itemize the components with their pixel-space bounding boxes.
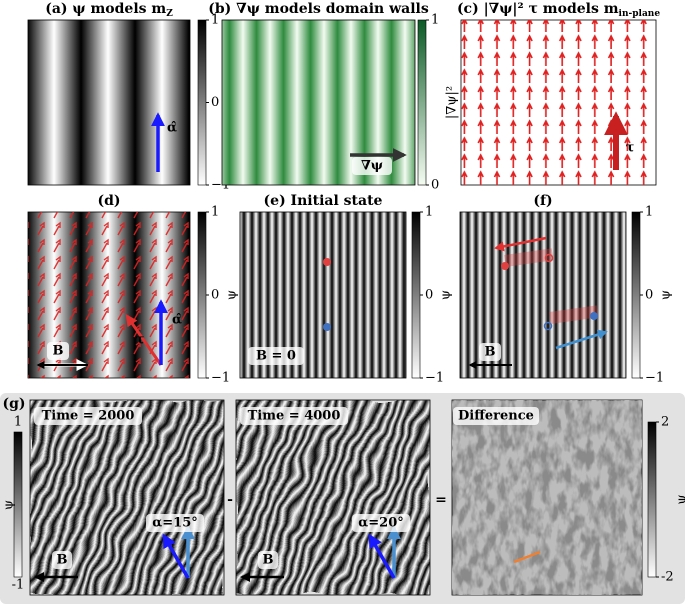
title-text: (d): [97, 193, 120, 209]
annotation: B = 0: [256, 349, 296, 364]
title-text: (f): [533, 193, 552, 209]
annotation: α̂: [167, 121, 177, 136]
colorbar-label: ψ: [675, 494, 685, 504]
panel-title: (b) ∇ψ models domain walls: [208, 1, 429, 17]
label-box: [240, 407, 348, 425]
label-box: [479, 343, 501, 361]
colorbar-tick-label: -1: [12, 578, 25, 593]
panel-title: (e) Initial state: [264, 193, 383, 209]
colorbar: [197, 19, 207, 186]
annotation: B: [57, 553, 68, 568]
arrow: [125, 314, 163, 366]
frame: [29, 399, 225, 596]
colorbar-tick-label: 1: [645, 205, 653, 220]
defect-trail: [504, 248, 554, 267]
label-box: [146, 514, 204, 532]
title-text: (b) ∇ψ models domain walls: [208, 1, 429, 17]
label-box: [47, 342, 69, 360]
colorbar-tick-label: 0: [431, 178, 439, 193]
colorbar-label: ψ: [659, 290, 674, 300]
annotation: α̂: [172, 313, 182, 328]
colorbar: [411, 211, 421, 379]
title-text: (c) |∇ψ|² τ models m: [457, 1, 619, 17]
title-text: (e) Initial state: [264, 193, 383, 209]
arrow: [162, 533, 190, 579]
colorbar: [13, 431, 23, 578]
colorbar-tick-label: 1: [425, 205, 433, 220]
panel-image: [27, 19, 191, 186]
colorbar-tick-label: −1: [645, 371, 664, 386]
label-box: [352, 157, 392, 175]
arrow: [494, 236, 547, 252]
colorbar-tick-label: 0: [211, 288, 219, 303]
annotation: τ: [626, 141, 635, 156]
colorbar-tick-label: 1: [211, 205, 219, 220]
defect: [543, 321, 553, 331]
defect-trail: [549, 305, 599, 324]
annotation: B: [53, 344, 64, 359]
frame: [235, 399, 431, 596]
panel-title: (d): [97, 193, 120, 209]
panel-label: (g): [2, 396, 25, 412]
colorbar-label: ψ: [2, 500, 17, 510]
colorbar-tick-label: 2: [661, 415, 669, 430]
marker-line: [513, 550, 541, 564]
colorbar: [631, 211, 641, 379]
panel-title: (a) ψ models mZ: [45, 1, 173, 19]
defect: [323, 258, 331, 266]
label-box: [258, 551, 278, 569]
noise: [452, 400, 642, 595]
colorbar-tick-label: 0: [211, 95, 219, 110]
annotation: τ: [136, 333, 145, 348]
label-box: [453, 407, 539, 425]
colorbar-label: ψ: [439, 290, 454, 300]
annotation: Time = 2000: [42, 409, 135, 424]
defect: [590, 312, 598, 320]
label-box: [352, 514, 410, 532]
label-box: [52, 551, 72, 569]
label-box: [248, 347, 304, 365]
colorbar: [647, 421, 657, 578]
colorbar-tick-label: −1: [211, 371, 230, 386]
title-subscript: Z: [166, 9, 173, 19]
colorbar: [417, 19, 427, 186]
defect: [544, 253, 554, 263]
annotation: α=20°: [358, 516, 404, 531]
annotation: ∇ψ: [361, 159, 383, 174]
panel-title: (f): [533, 193, 552, 209]
annotation: α=15°: [152, 516, 198, 531]
arrow: [555, 329, 608, 350]
arrow-field: [461, 20, 656, 185]
colorbar-label: |∇ψ|²: [445, 86, 460, 119]
title-subscript: in-plane: [619, 9, 661, 19]
panel-title: (c) |∇ψ|² τ models min-plane: [457, 1, 660, 19]
title-text: (a) ψ models m: [45, 1, 166, 17]
colorbar-label: ψ: [225, 290, 240, 300]
annotation: B: [263, 553, 274, 568]
colorbar: [197, 211, 207, 379]
label-box: [34, 407, 142, 425]
arrow: [368, 533, 396, 579]
operator: -: [227, 492, 233, 508]
annotation: B: [485, 345, 496, 360]
colorbar-tick-label: 0: [645, 288, 653, 303]
annotation: Difference: [458, 409, 534, 424]
colorbar-tick-label: 0: [425, 288, 433, 303]
colorbar-tick-label: −1: [425, 371, 444, 386]
colorbar-tick-label: 1: [431, 13, 439, 28]
annotation: Time = 4000: [248, 409, 341, 424]
operator: =: [435, 492, 447, 508]
colorbar-tick-label: 1: [14, 415, 22, 430]
defect: [501, 262, 509, 270]
colorbar-tick-label: 1: [211, 13, 219, 28]
colorbar-tick-label: -2: [661, 570, 674, 585]
defect: [323, 323, 331, 331]
